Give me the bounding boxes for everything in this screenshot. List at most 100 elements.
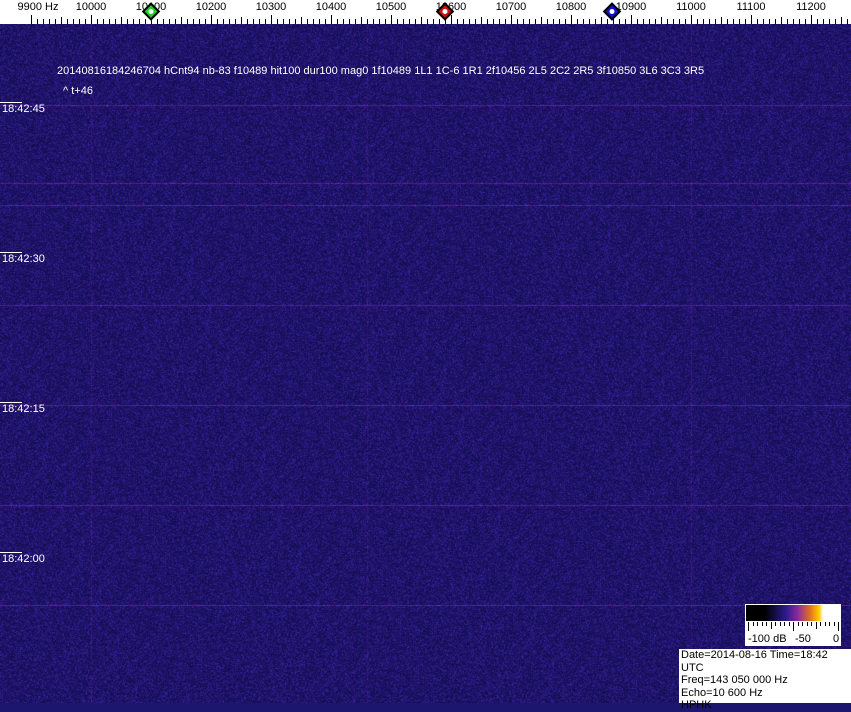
freq-tick — [313, 19, 314, 24]
scale-tick — [829, 622, 830, 626]
freq-tick — [49, 19, 50, 24]
freq-tick — [523, 19, 524, 24]
freq-label: 10200 — [195, 1, 227, 13]
freq-tick — [91, 15, 92, 24]
freq-tick — [253, 19, 254, 24]
freq-tick — [79, 19, 80, 24]
freq-tick — [769, 19, 770, 24]
freq-label: 11000 — [676, 1, 706, 13]
freq-tick — [607, 19, 608, 24]
freq-label: 10400 — [315, 1, 347, 13]
spectrogram-waterfall[interactable] — [0, 24, 851, 703]
freq-tick — [355, 19, 356, 24]
freq-tick — [847, 19, 848, 24]
freq-tick — [439, 19, 440, 24]
freq-tick — [673, 19, 674, 24]
freq-tick — [829, 19, 830, 24]
freq-tick — [493, 19, 494, 24]
freq-label: 10300 — [255, 1, 287, 13]
freq-tick — [451, 15, 452, 24]
freq-tick — [115, 19, 116, 24]
freq-label: 10800 — [555, 1, 587, 13]
freq-tick — [571, 15, 572, 24]
scale-tick — [779, 622, 781, 626]
freq-tick — [781, 17, 782, 24]
freq-tick — [763, 19, 764, 24]
freq-tick — [805, 19, 806, 24]
freq-tick — [211, 15, 212, 24]
scale-tick — [788, 622, 790, 626]
freq-tick — [685, 19, 686, 24]
freq-tick — [733, 19, 734, 24]
freq-tick — [823, 19, 824, 24]
scale-tick — [820, 622, 821, 626]
freq-tick — [691, 15, 692, 24]
freq-tick — [367, 19, 368, 24]
freq-tick — [709, 19, 710, 24]
freq-tick — [205, 19, 206, 24]
freq-tick — [421, 17, 422, 24]
freq-tick — [595, 19, 596, 24]
time-label: 18:42:45 — [2, 103, 45, 115]
freq-tick — [841, 17, 842, 24]
freq-tick — [553, 19, 554, 24]
freq-tick — [97, 19, 98, 24]
freq-tick — [475, 19, 476, 24]
time-marker-line — [0, 102, 22, 103]
scale-tick — [833, 622, 835, 626]
freq-tick — [613, 19, 614, 24]
freq-tick — [415, 19, 416, 24]
freq-tick — [721, 17, 722, 24]
freq-tick — [679, 19, 680, 24]
echo-text: Echo=10 600 Hz — [681, 686, 763, 699]
freq-tick — [67, 19, 68, 24]
freq-tick — [187, 19, 188, 24]
date-time-text: Date=2014-08-16 Time=18:42 UTC — [681, 649, 828, 674]
freq-label: 10500 — [375, 1, 407, 13]
freq-tick — [157, 19, 158, 24]
freq-tick — [73, 19, 74, 24]
freq-label: 10900 — [615, 1, 647, 13]
freq-tick — [61, 17, 62, 24]
scale-tick — [748, 622, 749, 631]
freq-tick — [385, 19, 386, 24]
freq-tick — [637, 19, 638, 24]
freq-tick — [505, 19, 506, 24]
freq-tick — [181, 17, 182, 24]
freq-tick — [55, 19, 56, 24]
freq-label: 11100 — [736, 1, 766, 13]
freq-tick — [349, 19, 350, 24]
freq-tick — [223, 19, 224, 24]
freq-tick — [307, 19, 308, 24]
freq-tick — [175, 19, 176, 24]
freq-tick — [697, 19, 698, 24]
freq-tick — [541, 17, 542, 24]
freq-tick — [433, 19, 434, 24]
scale-tick — [811, 622, 812, 626]
scale-tick — [770, 622, 772, 629]
scale-tick — [766, 622, 767, 626]
freq-tick — [487, 19, 488, 24]
freq-tick — [529, 19, 530, 24]
time-offset-text: ^ t+46 — [63, 85, 93, 97]
scale-tick — [757, 622, 758, 626]
frequency-ruler[interactable]: 9900 Hz 10000101001020010300104001050010… — [0, 0, 851, 24]
freq-tick — [799, 19, 800, 24]
freq-tick — [463, 19, 464, 24]
freq-tick — [727, 19, 728, 24]
freq-tick — [319, 19, 320, 24]
freq-tick — [139, 19, 140, 24]
freq-tick — [409, 19, 410, 24]
time-marker-line — [0, 552, 22, 553]
freq-tick — [835, 19, 836, 24]
freq-label: 10700 — [495, 1, 527, 13]
freq-tick — [343, 19, 344, 24]
freq-tick — [361, 17, 362, 24]
detection-info-text: 20140816184246704 hCnt94 nb-83 f10489 hi… — [57, 65, 705, 77]
scale-tick — [752, 622, 754, 626]
color-gradient — [746, 605, 840, 621]
freq-tick — [199, 19, 200, 24]
scale-label-min: -100 dB — [748, 633, 787, 645]
freq-tick — [235, 19, 236, 24]
scale-tick — [802, 622, 803, 626]
